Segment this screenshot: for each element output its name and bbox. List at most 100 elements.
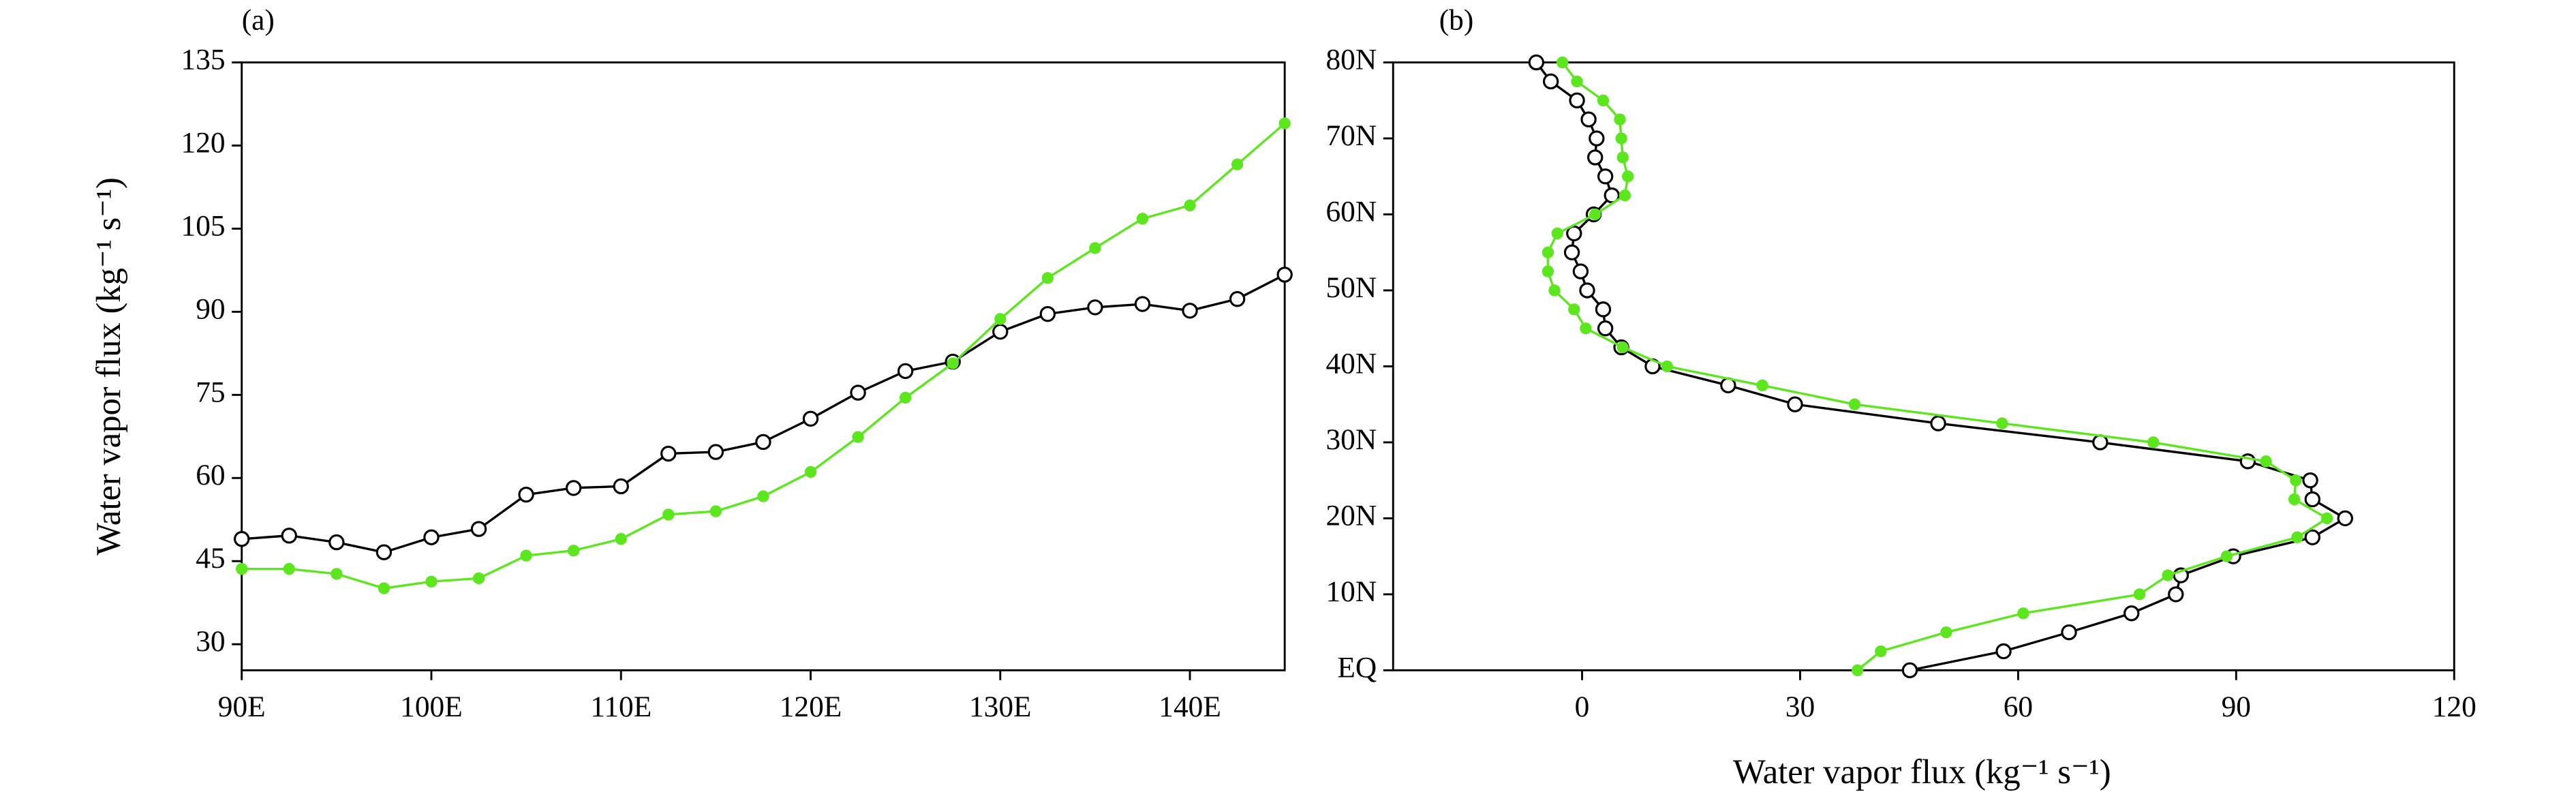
data-point	[1930, 415, 1946, 431]
data-point	[1616, 341, 1629, 354]
data-point	[283, 562, 295, 575]
data-point	[1041, 272, 1054, 284]
data-point	[1597, 320, 1614, 337]
data-point	[1566, 225, 1582, 242]
data-point	[1615, 132, 1627, 145]
y-tick-label: 20N	[1325, 499, 1377, 532]
data-point	[2220, 550, 2233, 562]
y-tick-label: EQ	[1337, 651, 1377, 684]
plot-frame	[1392, 61, 2455, 671]
data-point	[1039, 305, 1056, 322]
data-point	[662, 508, 675, 521]
data-point	[1528, 54, 1545, 71]
data-point	[1087, 299, 1103, 316]
y-tick-label: 135	[181, 44, 226, 76]
data-point	[425, 575, 438, 588]
data-point	[804, 466, 817, 479]
x-tick-label: 90	[2222, 690, 2251, 723]
data-point	[2288, 493, 2301, 506]
panel-label: (b)	[1439, 4, 1474, 37]
data-point	[1278, 117, 1291, 130]
data-point	[1231, 158, 1244, 170]
data-point	[1568, 303, 1580, 316]
x-tick-label: 120E	[780, 690, 842, 723]
data-point	[899, 391, 912, 404]
data-point	[234, 531, 250, 547]
data-point	[615, 533, 627, 545]
data-point	[2123, 605, 2140, 622]
data-point	[567, 545, 580, 557]
data-point	[2017, 607, 2029, 620]
data-point	[1875, 645, 1887, 658]
data-point	[1787, 396, 1803, 412]
data-point	[757, 490, 769, 502]
data-point	[2147, 436, 2160, 449]
y-tick-label: 75	[196, 376, 225, 408]
data-point	[2133, 588, 2146, 601]
data-point	[2337, 510, 2353, 527]
data-point	[472, 572, 485, 585]
data-point	[375, 544, 393, 560]
data-point	[1604, 187, 1620, 204]
y-tick-label: 120	[181, 126, 226, 159]
x-tick-label: 90E	[218, 690, 266, 723]
x-tick-label: 60	[2004, 690, 2033, 723]
data-point	[518, 486, 534, 503]
data-point	[1136, 213, 1149, 225]
data-point	[1551, 227, 1563, 240]
data-point	[850, 384, 866, 401]
data-point	[2304, 529, 2320, 545]
data-point	[1557, 56, 1569, 69]
data-point	[1996, 417, 2008, 429]
data-point	[1542, 246, 1554, 258]
y-tick-label: 80N	[1325, 44, 1377, 76]
data-point	[1940, 626, 1952, 639]
data-point	[2260, 455, 2272, 468]
data-point	[1595, 301, 1612, 318]
data-point	[613, 478, 629, 495]
data-point	[2302, 472, 2318, 489]
plot-frame	[241, 61, 1286, 671]
data-point	[520, 549, 532, 562]
data-point	[1622, 170, 1634, 183]
y-tick-label: 30N	[1325, 423, 1377, 456]
panel-label: (a)	[242, 4, 275, 37]
x-axis-label: Water vapor flux (kg⁻¹ s⁻¹)	[1733, 753, 2111, 791]
data-point	[1848, 398, 1861, 410]
data-point	[1184, 199, 1196, 211]
x-tick-label: 110E	[590, 690, 651, 723]
data-point	[2092, 434, 2109, 451]
data-point	[1563, 244, 1580, 260]
data-point	[1580, 322, 1592, 335]
data-point	[1901, 662, 1918, 679]
data-point	[1619, 189, 1631, 202]
y-tick-label: 10N	[1325, 575, 1377, 608]
y-tick-label: 60	[196, 459, 225, 491]
data-point	[1589, 208, 1601, 221]
data-point	[1229, 291, 1246, 307]
data-point	[2168, 586, 2184, 603]
data-point	[236, 562, 248, 575]
data-point	[1597, 94, 1610, 107]
data-point	[423, 529, 440, 545]
data-point	[1542, 265, 1554, 277]
x-tick-label: 0	[1575, 690, 1590, 723]
data-point	[1569, 92, 1585, 109]
data-point	[2320, 512, 2333, 525]
series-line	[241, 122, 1286, 590]
y-tick-label: 40N	[1325, 347, 1377, 380]
data-point	[1587, 149, 1604, 166]
data-point	[1572, 263, 1589, 279]
data-point	[1756, 379, 1768, 392]
data-point	[1852, 664, 1864, 677]
data-point	[947, 357, 959, 369]
data-point	[2290, 474, 2302, 487]
data-point	[1089, 242, 1101, 254]
x-tick-label: 120	[2432, 690, 2477, 723]
data-point	[1589, 130, 1605, 147]
y-tick-label: 45	[196, 542, 225, 575]
data-point	[1571, 75, 1583, 88]
data-point	[1548, 284, 1561, 297]
